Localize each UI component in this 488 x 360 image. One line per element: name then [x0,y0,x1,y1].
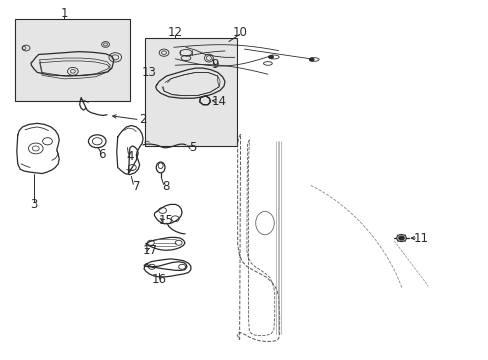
Text: 3: 3 [30,198,38,211]
Text: 14: 14 [211,95,226,108]
Circle shape [396,234,406,242]
Text: 15: 15 [159,215,174,228]
Text: 9: 9 [211,58,219,71]
Circle shape [309,58,314,61]
Text: 17: 17 [142,244,158,257]
Text: 4: 4 [126,150,133,163]
Text: 10: 10 [232,26,246,39]
Text: 6: 6 [98,148,105,161]
Text: 12: 12 [167,27,183,40]
Bar [144,39,237,146]
Circle shape [268,55,273,59]
Text: 11: 11 [413,231,427,244]
Text: 1: 1 [60,8,68,21]
Text: 16: 16 [151,273,166,286]
Text: 7: 7 [132,180,140,193]
Bar [15,19,130,101]
Text: 5: 5 [189,140,197,153]
Circle shape [398,236,404,240]
Text: 2: 2 [139,113,146,126]
Text: 8: 8 [162,180,169,193]
Text: 13: 13 [142,66,157,79]
